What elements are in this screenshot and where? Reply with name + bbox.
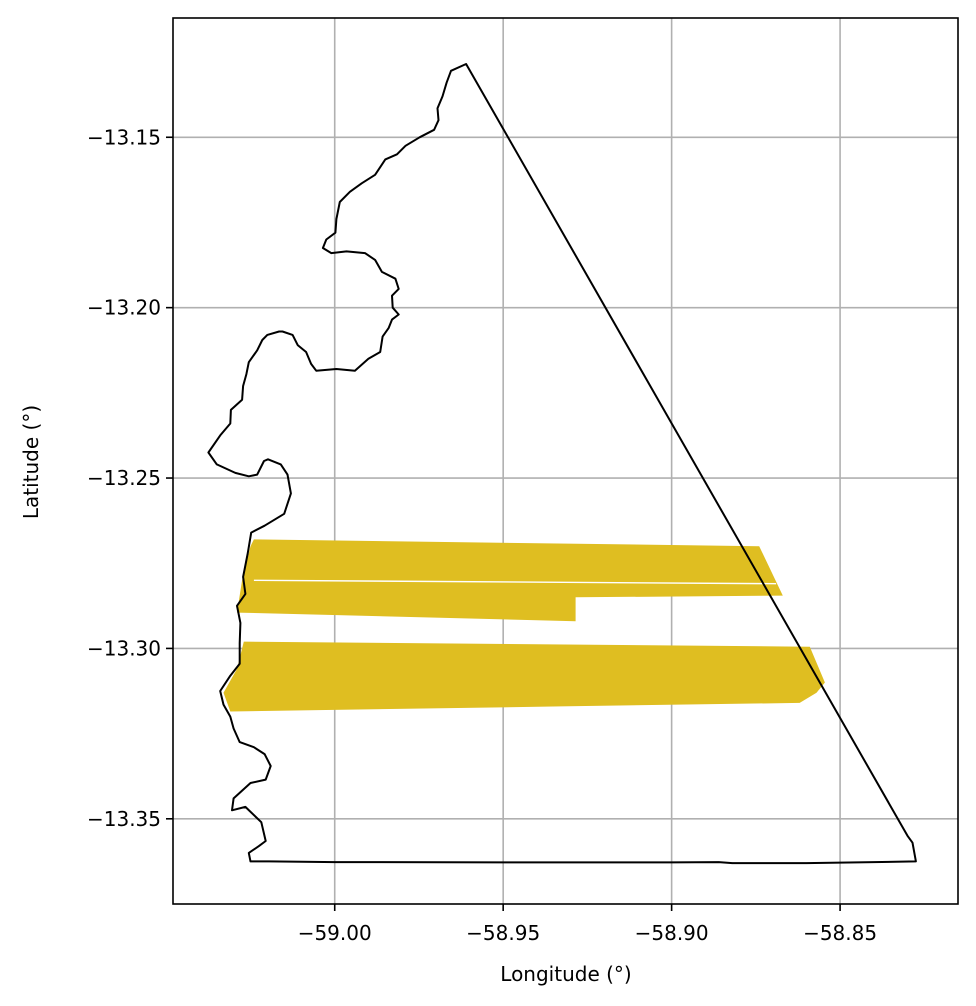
field-polygon: [237, 539, 783, 622]
x-tick-label: −58.95: [466, 921, 540, 945]
field-polygon: [223, 641, 825, 712]
axis-ticks: −59.00 −58.95 −58.90 −58.85 −13.15 −13.20 −13.…: [87, 125, 877, 945]
y-tick-label: −13.20: [87, 296, 161, 320]
y-tick-label: −13.35: [87, 807, 161, 831]
boundary-polygon: [207, 63, 917, 865]
x-tick-label: −59.00: [298, 921, 372, 945]
y-tick-label: −13.30: [87, 636, 161, 660]
x-tick-label: −58.90: [635, 921, 709, 945]
y-axis-title: Latitude (°): [19, 405, 43, 519]
x-axis-title: Longitude (°): [500, 962, 631, 986]
boundary-outline: [207, 63, 917, 865]
field-gap-line: [253, 579, 777, 585]
field-polygons: [223, 539, 825, 712]
y-tick-label: −13.15: [87, 125, 161, 149]
grid-lines: [173, 18, 958, 904]
y-tick-label: −13.25: [87, 466, 161, 490]
x-tick-label: −58.85: [803, 921, 877, 945]
plot-frame: [172, 17, 959, 905]
